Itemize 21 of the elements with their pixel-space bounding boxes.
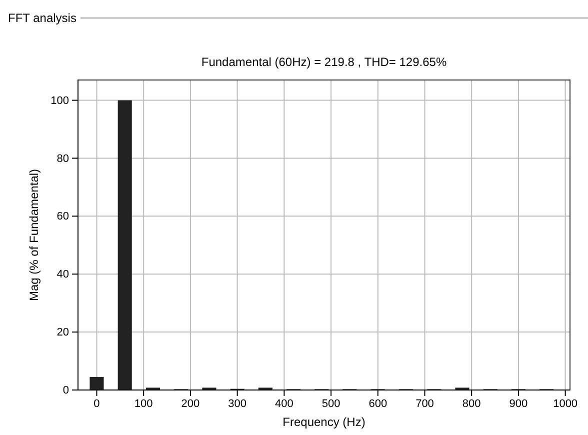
y-tick-label: 60 bbox=[56, 210, 69, 223]
x-tick-label: 400 bbox=[274, 398, 294, 410]
x-tick-label: 1000 bbox=[553, 398, 578, 410]
x-tick-label: 900 bbox=[509, 398, 528, 410]
y-tick-label: 0 bbox=[62, 384, 69, 397]
y-tick-label: 40 bbox=[56, 268, 69, 281]
chart-title: FFT analysis bbox=[8, 11, 76, 25]
x-tick-label: 0 bbox=[94, 398, 100, 410]
y-tick-label: 20 bbox=[56, 326, 69, 339]
y-tick-label: 80 bbox=[56, 152, 69, 165]
x-tick-label: 100 bbox=[134, 398, 153, 410]
x-tick-label: 800 bbox=[462, 398, 481, 410]
x-tick-label: 500 bbox=[322, 398, 340, 410]
x-tick-label: 600 bbox=[368, 398, 388, 410]
x-axis-title: Frequency (Hz) bbox=[282, 415, 366, 429]
y-tick-label: 100 bbox=[50, 94, 69, 107]
x-tick-label: 200 bbox=[181, 398, 200, 410]
x-tick-label: 700 bbox=[416, 398, 434, 410]
y-axis-title: Mag (% of Fundamental) bbox=[27, 168, 41, 302]
chart-subtitle: Fundamental (60Hz) = 219.8 , THD= 129.65% bbox=[201, 55, 447, 69]
x-tick-label: 300 bbox=[228, 398, 246, 410]
